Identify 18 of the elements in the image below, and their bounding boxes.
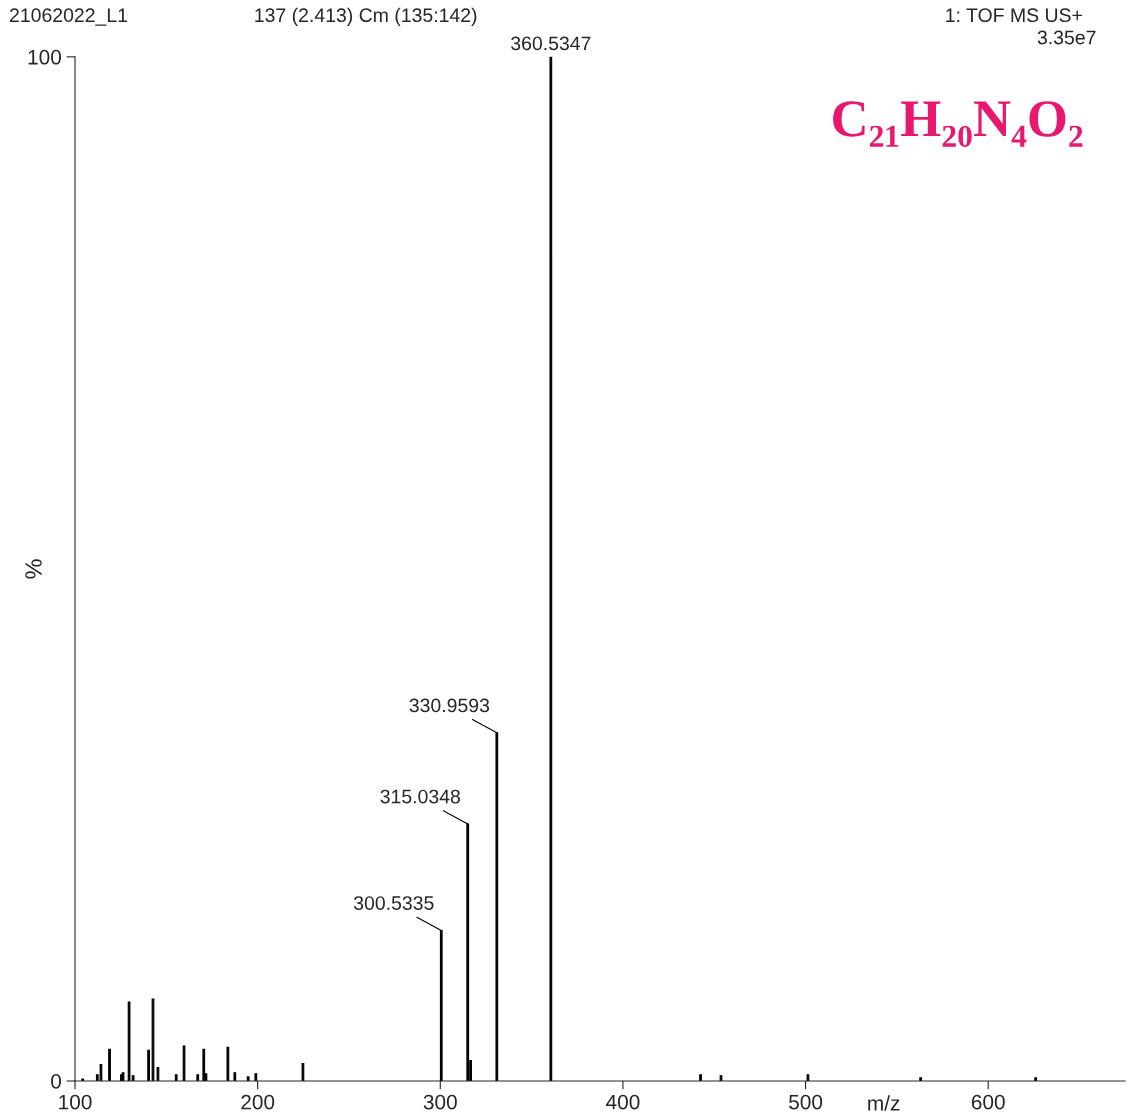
text: C₂₁H₂₀N₄O₂ [833,101,1083,148]
annotation: 315.0348 [380,789,460,804]
x-axis-title: m/z [868,1095,900,1111]
text: 137 (2.413) Cm (135:142) [255,7,477,26]
x-tick-label: 600 [971,1094,1005,1110]
annotation: 330.9593 [409,698,490,713]
y-axis-title: % [25,559,42,579]
x-tick-label: 100 [59,1094,92,1110]
y-tick-label: 0 [51,1073,61,1089]
annotation: 360.5347 [511,36,591,51]
text: 21062022_L1 [10,8,128,26]
text: 3.35e7 [1037,30,1096,45]
annotation: 300.5335 [353,896,434,910]
x-tick-label: 400 [606,1094,640,1110]
x-tick-label: 300 [423,1094,457,1110]
x-tick-label: 200 [241,1094,275,1110]
text: 1: TOF MS US+ [946,8,1082,23]
x-tick-label: 500 [789,1094,823,1110]
